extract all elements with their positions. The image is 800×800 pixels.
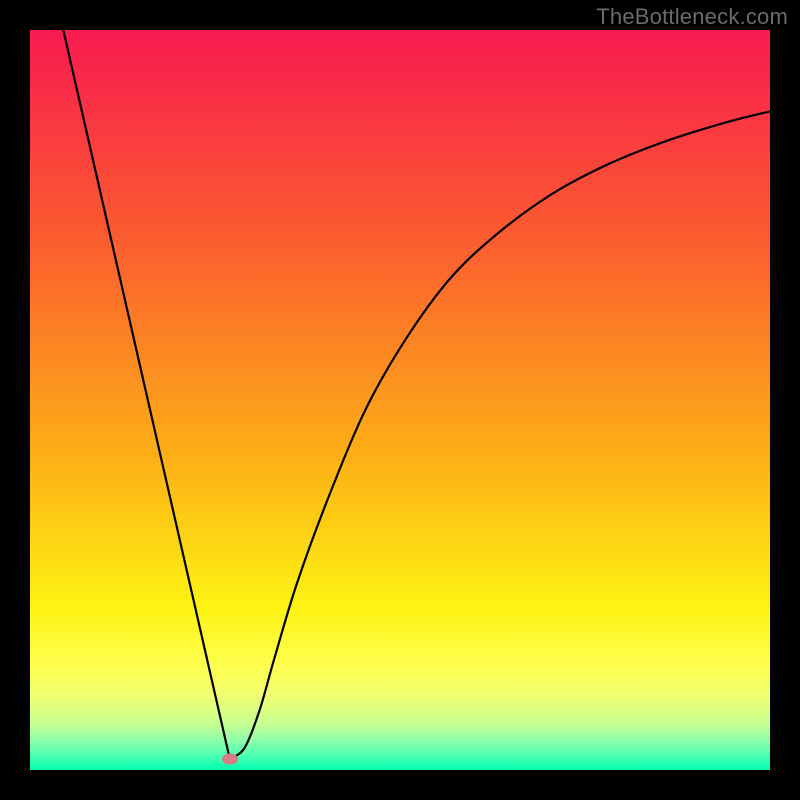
bottleneck-curve	[30, 30, 770, 770]
plot-area	[30, 30, 770, 770]
curve-left-branch	[63, 30, 230, 759]
curve-right-branch	[230, 111, 770, 759]
chart-frame: TheBottleneck.com	[0, 0, 800, 800]
watermark-text: TheBottleneck.com	[596, 4, 788, 30]
optimum-marker	[222, 753, 238, 764]
